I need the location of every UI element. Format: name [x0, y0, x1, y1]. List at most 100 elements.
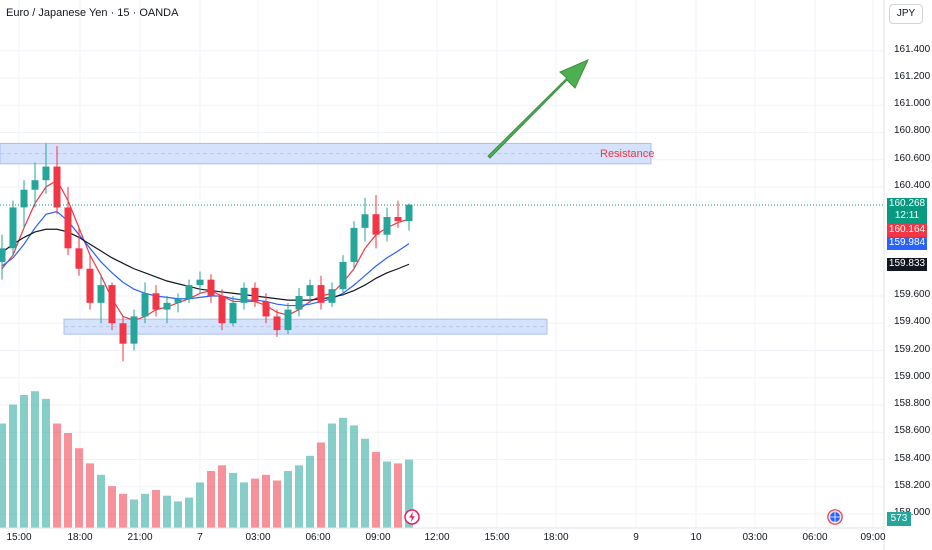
candle-body: [64, 207, 72, 249]
candle-body: [20, 189, 28, 208]
volume-bar: [0, 423, 6, 528]
time-tick: 06:00: [802, 532, 828, 543]
candle-body: [108, 285, 116, 324]
volume-bar: [306, 455, 314, 528]
volume-bar: [196, 482, 204, 528]
ma-fast-tag: 160.164: [887, 224, 927, 237]
price-tick: 158.400: [894, 453, 931, 464]
time-tick: 18:00: [543, 532, 569, 543]
price-tick: 160.400: [894, 180, 931, 191]
symbol-title[interactable]: Euro / Japanese Yen · 15 · OANDA: [6, 7, 179, 19]
volume-bar: [207, 471, 215, 528]
volume-bar: [64, 433, 72, 528]
price-tick: 158.000: [894, 507, 931, 518]
flash-icon[interactable]: [404, 509, 420, 525]
time-tick: 03:00: [245, 532, 271, 543]
volume-bar: [229, 472, 237, 528]
candle-body: [306, 285, 314, 296]
time-tick: 9: [633, 532, 639, 543]
resistance-label: Resistance: [600, 148, 655, 160]
time-tick: 7: [197, 532, 203, 543]
zones-layer: [0, 142, 652, 335]
volume-bar: [185, 497, 193, 528]
time-tick: 03:00: [742, 532, 768, 543]
volume-bar: [174, 501, 182, 528]
volume-tag: 573: [887, 512, 911, 526]
candle-body: [53, 166, 61, 208]
volume-bar: [141, 493, 149, 528]
volume-bar: [218, 465, 226, 528]
price-tick: 158.600: [894, 425, 931, 436]
candlesticks: [0, 143, 413, 362]
time-tick: 06:00: [305, 532, 331, 543]
volume-bar: [372, 452, 380, 528]
candle-body: [317, 285, 325, 303]
time-tick: 09:00: [365, 532, 391, 543]
candle-body: [130, 316, 138, 344]
last-price-tag: 160.268 12:11: [887, 198, 927, 224]
price-tick: 158.800: [894, 398, 931, 409]
price-tick: 161.400: [894, 44, 931, 55]
price-tick: 159.600: [894, 289, 931, 300]
price-tick: 159.200: [894, 344, 931, 355]
candle-body: [284, 309, 292, 331]
globe-icon[interactable]: [827, 509, 843, 525]
candle-body: [405, 204, 413, 222]
volume-bar: [317, 442, 325, 528]
volume-bar: [119, 493, 127, 528]
currency-button[interactable]: JPY: [889, 4, 923, 24]
grid-lines: [0, 0, 884, 528]
candle-body: [350, 227, 358, 262]
volume-bar: [339, 417, 347, 528]
moving-averages: [1, 179, 410, 322]
candle-body: [207, 279, 215, 296]
volume-bar: [383, 461, 391, 528]
candle-body: [196, 279, 204, 286]
candle-body: [152, 293, 160, 310]
ma-mid-tag: 159.984: [887, 237, 927, 250]
volume-bar: [394, 463, 402, 528]
last-price-value: 160.268: [888, 198, 926, 209]
candle-body: [361, 214, 369, 228]
ma-fast-line: [1, 179, 410, 322]
volume-bar: [405, 459, 413, 528]
volume-bar: [152, 490, 160, 528]
volume-bar: [9, 404, 17, 528]
volume-bar: [163, 495, 171, 528]
volume-bar: [295, 465, 303, 528]
candle-body: [372, 214, 380, 235]
volume-bar: [86, 463, 94, 528]
candle-body: [339, 261, 347, 290]
volume-bar: [75, 448, 83, 528]
time-tick: 09:00: [860, 532, 886, 543]
price-tick: 160.600: [894, 153, 931, 164]
volume-bar: [97, 474, 105, 528]
candle-body: [251, 287, 259, 302]
candle-body: [229, 302, 237, 324]
candle-body: [86, 268, 94, 303]
volume-bar: [53, 423, 61, 528]
price-tick: 159.000: [894, 371, 931, 382]
candle-body: [174, 298, 182, 303]
candle-body: [240, 287, 248, 303]
candle-body: [328, 289, 336, 303]
candle-body: [262, 301, 270, 317]
volume-bar: [273, 480, 281, 528]
time-tick: 12:00: [424, 532, 450, 543]
volume-bar: [20, 395, 28, 528]
candle-body: [42, 166, 50, 181]
candle-body: [31, 180, 39, 190]
volume-bar: [130, 499, 138, 528]
candle-body: [119, 323, 127, 344]
candle-body: [394, 216, 402, 222]
time-tick: 10: [690, 532, 702, 543]
price-tick: 161.000: [894, 98, 931, 109]
candle-body: [273, 316, 281, 331]
candle-body: [383, 216, 391, 235]
volume-bar: [328, 423, 336, 528]
price-tick: 160.800: [894, 125, 931, 136]
candle-body: [97, 285, 105, 303]
volume-bar: [42, 398, 50, 528]
candle-body: [75, 248, 83, 269]
